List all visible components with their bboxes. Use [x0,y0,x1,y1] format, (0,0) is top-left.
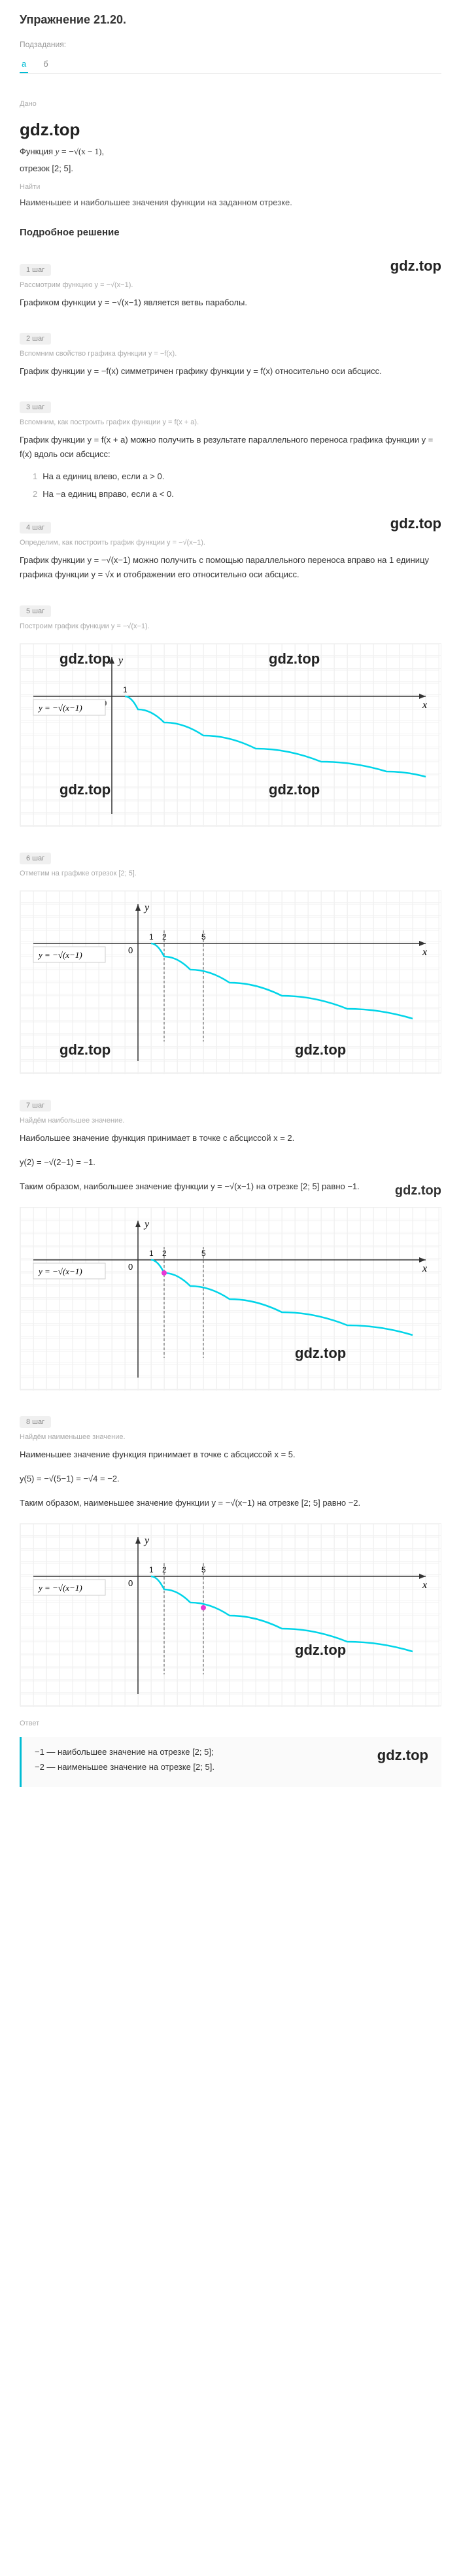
graph-container: yx0125y = −√(x−1)gdz.topgdz.top [20,890,441,1074]
svg-text:y = −√(x−1): y = −√(x−1) [37,703,82,713]
svg-text:1: 1 [149,932,154,941]
watermark: gdz.top [20,120,441,140]
watermark: gdz.top [390,515,441,532]
step-badge: 6 шаг [20,853,51,864]
svg-text:gdz.top: gdz.top [295,1042,346,1058]
step-badge: 5 шаг [20,605,51,617]
svg-text:y = −√(x−1): y = −√(x−1) [37,1583,82,1593]
tab-b[interactable]: б [41,56,50,73]
step-badge: 2 шаг [20,333,51,345]
graph-container: yx01y = −√(x−1)gdz.topgdz.topgdz.topgdz.… [20,643,441,826]
step-sublabel: Найдём наименьшее значение. [20,1433,441,1441]
page-title: Упражнение 21.20. [20,13,441,27]
svg-text:gdz.top: gdz.top [269,781,320,798]
svg-text:y: y [143,1535,150,1546]
svg-text:1: 1 [123,685,128,694]
svg-text:y: y [143,902,150,913]
svg-text:x: x [422,947,427,958]
step-sublabel: Определим, как построить график функции … [20,539,441,547]
step-sublabel: Рассмотрим функцию y = −√(x−1). [20,281,441,289]
step-sublabel: Вспомним свойство графика функции y = −f… [20,350,441,358]
svg-text:0: 0 [128,1262,133,1272]
step-conclusion: Таким образом, наибольшее значение функц… [20,1179,441,1194]
graph-svg: yx0125y = −√(x−1)gdz.top [20,1208,439,1391]
tab-a[interactable]: а [20,56,28,73]
svg-text:y: y [143,1219,150,1230]
svg-text:gdz.top: gdz.top [269,651,320,667]
step-badge: 4 шаг [20,522,51,534]
find-text: Наименьшее и наибольшее значения функции… [20,197,441,207]
graph-container: yx0125y = −√(x−1)gdz.top [20,1523,441,1706]
graph-container: yx0125y = −√(x−1)gdz.top [20,1207,441,1390]
svg-text:gdz.top: gdz.top [60,1042,111,1058]
interval-text: отрезок [2; 5]. [20,163,441,173]
step-content: Наименьшее значение функция принимает в … [20,1448,441,1462]
step-badge: 1 шаг [20,264,51,276]
step-content: График функции y = −f(x) симметричен гра… [20,364,441,379]
answer-box: −1 — наибольшее значение на отрезке [2; … [20,1737,441,1787]
list-item: 1На a единиц влево, если a > 0. [33,471,441,481]
step-content: Наибольшее значение функция принимает в … [20,1131,441,1145]
step-content: Графиком функции y = −√(x−1) является ве… [20,296,441,310]
svg-text:gdz.top: gdz.top [60,781,111,798]
step-content: График функции y = −√(x−1) можно получит… [20,553,441,582]
answer-item: −1 — наибольшее значение на отрезке [2; … [35,1747,428,1757]
svg-text:1: 1 [149,1565,154,1574]
answer-item: −2 — наименьшее значение на отрезке [2; … [35,1762,428,1772]
watermark: gdz.top [390,258,441,275]
tabs: а б [20,56,441,74]
step-calc: y(2) = −√(2−1) = −1. [20,1155,441,1170]
step-content: График функции y = f(x + a) можно получи… [20,433,441,462]
step-sublabel: Найдём наибольшее значение. [20,1117,441,1125]
step-badge: 8 шаг [20,1416,51,1428]
answer-label: Ответ [20,1720,441,1727]
svg-text:x: x [422,700,427,711]
solution-title: Подробное решение [20,227,441,238]
step-sublabel: Построим график функции y = −√(x−1). [20,622,441,630]
sub-label: Подзадания: [20,40,441,49]
svg-text:0: 0 [128,945,133,955]
watermark: gdz.top [377,1747,428,1764]
step-list: 1На a единиц влево, если a > 0. 2На −a ед… [33,471,441,499]
function-text: Функция y = −√(x − 1), [20,146,441,157]
watermark: gdz.top [395,1179,441,1202]
list-item: 2На −a единиц вправо, если a < 0. [33,489,441,499]
given-label: Дано [20,100,37,108]
svg-text:y: y [117,655,124,666]
graph-svg: yx01y = −√(x−1)gdz.topgdz.topgdz.topgdz.… [20,644,439,827]
svg-text:1: 1 [149,1249,154,1258]
svg-text:0: 0 [128,1578,133,1588]
step-conclusion: Таким образом, наименьшее значение функц… [20,1496,441,1510]
svg-text:x: x [422,1263,427,1274]
step-sublabel: Вспомним, как построить график функции y… [20,418,441,426]
svg-text:gdz.top: gdz.top [60,651,111,667]
svg-text:x: x [422,1580,427,1591]
svg-text:y = −√(x−1): y = −√(x−1) [37,1266,82,1276]
svg-text:gdz.top: gdz.top [295,1642,346,1658]
graph-svg: yx0125y = −√(x−1)gdz.topgdz.top [20,891,439,1074]
find-label: Найти [20,183,441,191]
svg-text:gdz.top: gdz.top [295,1345,346,1361]
step-calc: y(5) = −√(5−1) = −√4 = −2. [20,1472,441,1486]
step-badge: 3 шаг [20,401,51,413]
graph-svg: yx0125y = −√(x−1)gdz.top [20,1524,439,1707]
step-sublabel: Отметим на графике отрезок [2; 5]. [20,870,441,877]
svg-text:y = −√(x−1): y = −√(x−1) [37,950,82,960]
step-badge: 7 шаг [20,1100,51,1111]
